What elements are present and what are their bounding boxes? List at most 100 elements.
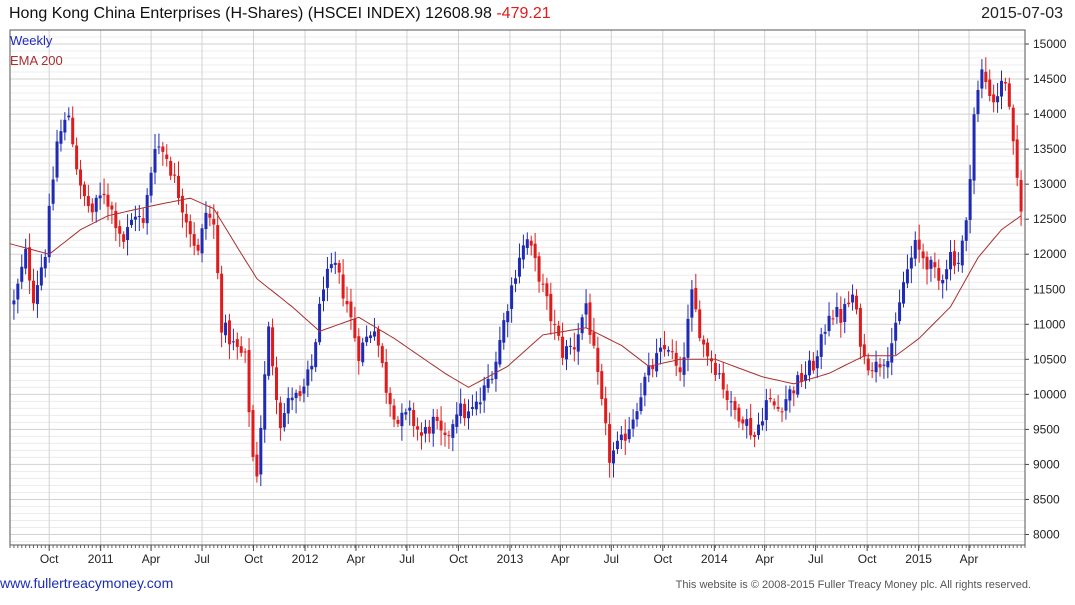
candle-body <box>149 172 153 196</box>
candle-body <box>804 374 808 381</box>
candle-body <box>443 432 447 435</box>
candle-body <box>110 205 114 210</box>
candle-body <box>999 80 1003 97</box>
candle-body <box>655 353 659 372</box>
candle-body <box>537 256 541 282</box>
y-tick-label: 10500 <box>1033 352 1067 366</box>
candle-body <box>905 269 909 284</box>
candle-body <box>517 257 521 277</box>
candle-body <box>592 332 596 346</box>
candle-body <box>659 347 663 352</box>
candle-body <box>133 216 137 220</box>
legend-entry: EMA 200 <box>10 53 63 68</box>
candle-body <box>463 403 467 419</box>
candle-body <box>937 267 941 281</box>
candle-body <box>878 364 882 368</box>
candle-body <box>811 360 815 371</box>
candle-body <box>333 262 337 265</box>
candle-body <box>180 195 184 213</box>
candle-body <box>741 419 745 424</box>
candle-body <box>886 361 890 368</box>
candle-body <box>67 115 71 118</box>
candle-body <box>678 367 682 373</box>
candle-body <box>580 317 584 334</box>
candle-body <box>882 364 886 366</box>
candle-body <box>294 392 298 399</box>
candle-body <box>239 346 243 353</box>
candle-body <box>584 303 588 315</box>
candle-body <box>177 175 181 199</box>
candle-body <box>55 141 59 178</box>
candle-body <box>651 366 655 370</box>
candle-body <box>753 434 757 437</box>
candle-body <box>647 365 651 376</box>
y-tick-label: 8000 <box>1033 527 1060 541</box>
candle-body <box>815 356 819 369</box>
x-tick-label: 2014 <box>701 552 728 566</box>
candle-body <box>631 419 635 429</box>
candle-body <box>361 342 365 363</box>
candle-body <box>933 262 937 268</box>
candle-body <box>827 315 831 332</box>
candle-body <box>960 240 964 266</box>
candle-body <box>278 402 282 429</box>
candle-body <box>161 146 165 152</box>
candle-body <box>502 320 506 343</box>
x-tick-label: Apr <box>960 552 979 566</box>
candle-body <box>768 397 772 400</box>
candle-body <box>831 318 835 320</box>
candle-body <box>757 424 761 436</box>
candle-body <box>12 300 16 305</box>
candle-body <box>310 365 314 370</box>
candle-body <box>32 280 36 304</box>
candle-body <box>129 219 133 226</box>
candle-body <box>670 351 674 353</box>
candle-body <box>945 269 949 280</box>
candle-body <box>568 345 572 347</box>
candle-body <box>126 227 130 241</box>
candle-body <box>690 289 694 318</box>
candle-body <box>204 212 208 230</box>
candle-body <box>823 331 827 334</box>
candle-body <box>917 239 921 250</box>
candle-body <box>564 346 568 360</box>
candle-body <box>792 390 796 394</box>
candle-body <box>114 210 118 229</box>
candle-body <box>329 264 333 269</box>
candle-body <box>851 294 855 303</box>
candle-body <box>713 362 717 375</box>
candle-body <box>949 252 953 270</box>
footer-website-link[interactable]: www.fullertreacymoney.com <box>0 575 174 591</box>
candle-body <box>976 89 980 115</box>
candle-body <box>259 427 263 475</box>
x-tick-label: Jul <box>604 552 619 566</box>
candle-body <box>412 409 416 427</box>
candle-body <box>482 385 486 401</box>
candle-body <box>235 339 239 347</box>
candle-body <box>764 400 768 421</box>
candle-body <box>1015 139 1019 178</box>
candle-body <box>643 376 647 396</box>
candle-body <box>572 347 576 350</box>
x-tick-label: Oct <box>449 552 468 566</box>
candle-body <box>255 454 259 477</box>
x-tick-label: 2011 <box>88 552 114 566</box>
candle-body <box>106 194 110 207</box>
candle-body <box>322 289 326 302</box>
candle-body <box>541 283 545 285</box>
candle-body <box>686 318 690 358</box>
candle-body <box>384 361 388 393</box>
candle-body <box>451 424 455 438</box>
candle-body <box>408 407 412 411</box>
x-tick-label: Oct <box>653 552 672 566</box>
candle-body <box>35 285 39 305</box>
candle-body <box>506 311 510 323</box>
candle-body <box>79 169 83 186</box>
candle-body <box>220 273 224 333</box>
candle-body <box>71 117 75 145</box>
candle-body <box>392 405 396 420</box>
candle-body <box>639 397 643 412</box>
candle-body <box>20 266 24 282</box>
candle-body <box>282 413 286 428</box>
candle-body <box>608 424 612 463</box>
